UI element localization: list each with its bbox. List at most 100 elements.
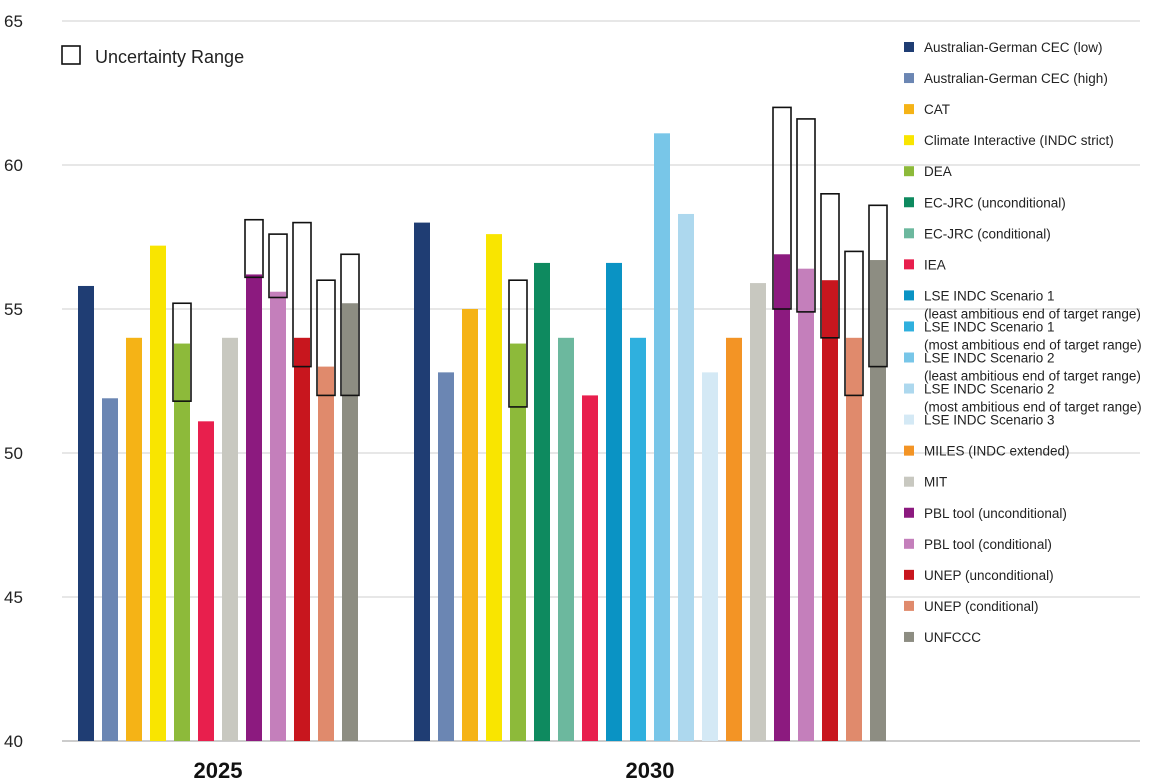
legend-label: LSE INDC Scenario 1 bbox=[924, 288, 1055, 303]
bar bbox=[246, 274, 262, 741]
legend: Australian-German CEC (low) Australian-Ge… bbox=[904, 40, 1142, 645]
y-axis-ticks: 40 45 50 55 60 65 bbox=[4, 12, 23, 751]
legend-swatch bbox=[904, 197, 914, 208]
legend-label: (least ambitious end of target range) bbox=[924, 306, 1141, 321]
category-labels: 2025 2030 bbox=[194, 758, 675, 783]
uncertainty-range-box bbox=[820, 193, 840, 339]
legend-swatch bbox=[904, 321, 914, 332]
bar bbox=[846, 337, 862, 741]
legend-label: (most ambitious end of target range) bbox=[924, 337, 1142, 352]
legend-swatch bbox=[904, 73, 914, 84]
bar bbox=[606, 262, 622, 741]
bar bbox=[702, 372, 718, 741]
uncertainty-range-box bbox=[268, 233, 288, 299]
legend-label: Climate Interactive (INDC strict) bbox=[924, 133, 1114, 148]
legend-swatch bbox=[904, 166, 914, 177]
legend-label: EC-JRC (unconditional) bbox=[924, 195, 1066, 210]
legend-label: Australian-German CEC (high) bbox=[924, 71, 1108, 86]
legend-swatch bbox=[904, 507, 914, 518]
bar bbox=[294, 337, 310, 741]
bar bbox=[630, 337, 646, 741]
legend-swatch bbox=[904, 414, 914, 425]
uncertainty-range-box bbox=[316, 279, 336, 397]
y-tick-label: 55 bbox=[4, 300, 23, 319]
legend-swatch bbox=[904, 600, 914, 611]
uncertainty-note: Uncertainty Range bbox=[61, 45, 244, 67]
uncertainty-range-box bbox=[796, 118, 816, 313]
bar bbox=[798, 268, 814, 741]
legend-label: IEA bbox=[924, 257, 946, 272]
x-category-label: 2030 bbox=[626, 758, 675, 783]
legend-swatch bbox=[904, 383, 914, 394]
bar bbox=[774, 254, 790, 741]
bar bbox=[582, 395, 598, 741]
legend-swatch bbox=[904, 538, 914, 549]
y-tick-label: 65 bbox=[4, 12, 23, 31]
legend-swatch bbox=[904, 569, 914, 580]
uncertainty-range-box bbox=[340, 253, 360, 397]
legend-label: UNEP (unconditional) bbox=[924, 568, 1054, 583]
legend-swatch bbox=[904, 104, 914, 115]
bar bbox=[438, 372, 454, 741]
legend-swatch bbox=[904, 228, 914, 239]
y-tick-label: 60 bbox=[4, 156, 23, 175]
uncertainty-range-box bbox=[172, 302, 192, 402]
legend-swatch bbox=[904, 631, 914, 642]
legend-swatch bbox=[904, 42, 914, 52]
bar bbox=[678, 213, 694, 741]
bar bbox=[534, 262, 550, 741]
bar bbox=[102, 398, 118, 741]
legend-label: MIT bbox=[924, 475, 947, 490]
legend-label: LSE INDC Scenario 3 bbox=[924, 413, 1055, 428]
uncertainty-range-icon bbox=[61, 45, 81, 65]
legend-label: UNEP (conditional) bbox=[924, 599, 1039, 614]
grid-lines bbox=[62, 20, 1140, 742]
x-category-label: 2025 bbox=[194, 758, 243, 783]
bar bbox=[558, 337, 574, 741]
uncertainty-range-box bbox=[244, 218, 264, 279]
legend-label: DEA bbox=[924, 164, 952, 179]
legend-swatch bbox=[904, 290, 914, 301]
bar bbox=[318, 366, 334, 741]
bars bbox=[78, 133, 886, 742]
y-tick-label: 45 bbox=[4, 588, 23, 607]
uncertainty-range-box bbox=[844, 250, 864, 397]
bar bbox=[726, 337, 742, 741]
uncertainty-range-box bbox=[508, 279, 528, 408]
bar bbox=[78, 285, 94, 741]
legend-label: MILES (INDC extended) bbox=[924, 444, 1070, 459]
uncertainty-range-box bbox=[868, 204, 888, 368]
bar bbox=[126, 337, 142, 741]
legend-label: (least ambitious end of target range) bbox=[924, 369, 1141, 384]
uncertainty-range-label: Uncertainty Range bbox=[95, 47, 244, 67]
legend-label: PBL tool (unconditional) bbox=[924, 506, 1067, 521]
bar bbox=[822, 280, 838, 741]
bar bbox=[222, 337, 238, 741]
uncertainty-range-box bbox=[772, 106, 792, 310]
bar bbox=[150, 245, 166, 741]
legend-label: LSE INDC Scenario 1 bbox=[924, 319, 1055, 334]
bar bbox=[654, 133, 670, 741]
legend-label: (most ambitious end of target range) bbox=[924, 400, 1142, 415]
bar bbox=[270, 291, 286, 741]
y-tick-label: 50 bbox=[4, 444, 23, 463]
legend-label: LSE INDC Scenario 2 bbox=[924, 351, 1055, 366]
bar bbox=[198, 421, 214, 741]
bar bbox=[342, 303, 358, 741]
legend-label: UNFCCC bbox=[924, 630, 981, 645]
legend-swatch bbox=[904, 445, 914, 456]
uncertainty-range-box bbox=[292, 221, 312, 368]
bar bbox=[174, 343, 190, 741]
bar bbox=[870, 260, 886, 741]
legend-swatch bbox=[904, 476, 914, 487]
bar bbox=[510, 343, 526, 741]
y-tick-label: 40 bbox=[4, 732, 23, 751]
bar bbox=[486, 234, 502, 741]
bar bbox=[750, 283, 766, 741]
legend-label: LSE INDC Scenario 2 bbox=[924, 382, 1055, 397]
legend-swatch bbox=[904, 352, 914, 363]
legend-label: PBL tool (conditional) bbox=[924, 537, 1052, 552]
legend-swatch bbox=[904, 135, 914, 146]
uncertainty-ranges bbox=[172, 106, 888, 408]
